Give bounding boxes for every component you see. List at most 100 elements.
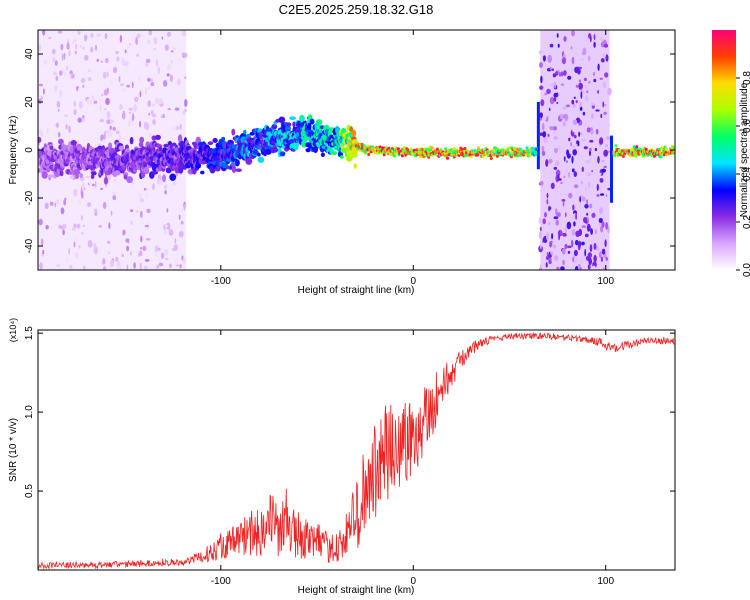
noise-blob	[553, 129, 557, 137]
ridge-blob	[339, 155, 344, 159]
noise-blob	[543, 137, 548, 143]
noise-blob	[579, 58, 585, 61]
noise-blob	[42, 249, 45, 255]
noise-blob	[591, 102, 595, 106]
ridge-blob	[621, 154, 625, 158]
noise-blob	[61, 68, 67, 75]
x-tick-label: 100	[597, 576, 614, 587]
noise-blob	[554, 147, 558, 154]
noise-blob	[155, 97, 159, 105]
noise-blob	[595, 246, 600, 251]
noise-blob	[583, 146, 588, 150]
noise-blob	[548, 107, 551, 111]
noise-blob	[563, 175, 566, 179]
colorbar-tick-label: 0.0	[742, 263, 750, 277]
noise-blob	[604, 239, 607, 248]
noise-blob	[540, 99, 545, 107]
noise-blob	[578, 82, 583, 90]
noise-blob	[578, 263, 581, 268]
noise-blob	[584, 248, 587, 257]
noise-blob	[539, 85, 544, 90]
noise-blob	[54, 84, 58, 93]
noise-blob	[164, 224, 169, 228]
noise-blob	[577, 141, 580, 147]
ridge-blob	[367, 152, 371, 156]
ridge-blob	[663, 145, 667, 149]
noise-blob	[81, 191, 84, 199]
noise-blob	[161, 36, 164, 40]
noise-blob	[137, 93, 140, 99]
ridge-blob	[152, 146, 156, 152]
ridge-blob	[76, 146, 82, 151]
ridge-blob	[154, 134, 161, 140]
noise-blob	[581, 138, 586, 142]
noise-blob	[90, 46, 94, 53]
noise-blob	[593, 71, 595, 77]
noise-blob	[73, 241, 76, 248]
noise-blob	[546, 116, 549, 122]
noise-blob	[602, 101, 604, 108]
ridge-blob	[114, 170, 121, 176]
noise-blob	[545, 159, 549, 167]
noise-blob	[548, 206, 552, 211]
noise-blob	[571, 217, 574, 220]
ridge-blob	[200, 170, 205, 175]
noise-blob	[39, 129, 43, 136]
noise-blob	[575, 51, 579, 56]
ridge-blob	[41, 171, 48, 179]
ridge-blob	[169, 173, 177, 181]
noise-blob	[57, 108, 60, 112]
noise-blob	[554, 81, 557, 89]
noise-blob	[556, 92, 559, 97]
noise-blob	[65, 256, 69, 264]
ridge-blob	[469, 154, 473, 158]
noise-blob	[571, 155, 574, 164]
ridge-blob	[159, 146, 163, 152]
ridge-blob	[495, 154, 499, 158]
y-tick-label: 20	[24, 96, 35, 108]
noise-blob	[139, 198, 145, 203]
noise-blob	[52, 57, 56, 63]
noise-blob	[73, 108, 77, 116]
ridge-blob	[430, 146, 434, 150]
noise-blob	[150, 110, 154, 116]
ridge-blob	[525, 146, 529, 150]
noise-blob	[558, 178, 562, 181]
y-tick-label: -40	[24, 238, 35, 253]
noise-blob	[546, 88, 551, 94]
noise-blob	[549, 43, 554, 48]
ridge-blob	[79, 172, 83, 179]
noise-blob	[547, 254, 552, 258]
noise-blob	[579, 101, 582, 108]
ridge-blob	[143, 166, 150, 174]
noise-blob	[165, 257, 169, 261]
noise-blob	[170, 60, 173, 64]
noise-blob	[589, 35, 592, 43]
noise-blob	[553, 136, 558, 140]
noise-blob	[136, 53, 140, 57]
noise-blob	[575, 212, 577, 221]
ridge-blob	[534, 153, 538, 157]
noise-blob	[596, 183, 599, 191]
noise-blob	[39, 262, 43, 270]
noise-blob	[599, 77, 603, 80]
noise-blob	[94, 180, 97, 188]
noise-blob	[55, 199, 60, 205]
noise-blob	[539, 132, 543, 136]
noise-blob	[597, 156, 600, 164]
noise-blob	[578, 240, 582, 248]
ridge-blob	[534, 147, 538, 152]
noise-blob	[122, 229, 126, 236]
noise-blob	[134, 96, 139, 103]
noise-blob	[166, 208, 169, 213]
noise-blob	[553, 216, 559, 220]
noise-blob	[572, 204, 575, 211]
noise-blob	[591, 104, 595, 109]
noise-blob	[131, 181, 134, 185]
ridge-blob	[293, 141, 299, 149]
noise-blob	[55, 122, 60, 128]
noise-blob	[40, 238, 44, 246]
noise-blob	[539, 181, 544, 185]
ridge-blob	[309, 118, 315, 125]
ridge-blob	[257, 152, 261, 157]
